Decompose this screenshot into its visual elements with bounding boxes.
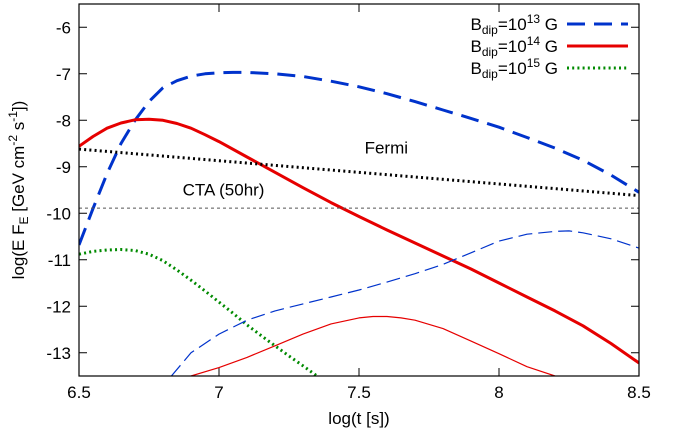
series-line-3 (170, 230, 639, 376)
tick-marks (78, 4, 640, 376)
x-tick-label: 6.5 (67, 383, 91, 402)
y-label-sub: E (17, 217, 31, 225)
y-tick-label: -6 (56, 18, 71, 37)
series-line-5 (79, 147, 639, 198)
annotation-1: CTA (50hr) (183, 181, 265, 200)
legend-sub: dip (482, 23, 498, 37)
y-tick-label: -10 (46, 204, 71, 223)
x-tick-label: 7.5 (347, 383, 371, 402)
y-tick-label: -11 (48, 251, 71, 270)
y-label-sup1: -2 (6, 135, 20, 146)
legend-label-0: Bdip=1013 G (470, 12, 558, 37)
series-layer (79, 70, 639, 376)
legend-sub: dip (482, 45, 498, 59)
annotations: Fermi CTA (50hr) (183, 139, 408, 200)
legend-pre: B (470, 59, 481, 78)
legend-label-2: Bdip=1015 G (470, 56, 558, 81)
legend-sup: 15 (527, 56, 541, 70)
legend-label-1: Bdip=1014 G (470, 34, 558, 59)
legend-sup: 14 (527, 34, 541, 48)
plot-frame (78, 3, 640, 377)
x-axis-label: log(t [s]) (328, 409, 389, 428)
y-tick-label: -8 (56, 111, 71, 130)
legend-post: G (540, 37, 558, 56)
y-label-mid2: s (9, 122, 28, 135)
series-line-4 (190, 315, 556, 376)
y-label-mid1: [GeV cm (9, 146, 28, 217)
y-label-sup2: -1 (6, 111, 20, 122)
legend-pre: B (470, 15, 481, 34)
y-tick-label: -7 (56, 65, 71, 84)
y-tick-label: -9 (56, 158, 71, 177)
legend-post: G (540, 59, 558, 78)
y-axis-label: log(E FE [GeV cm-2 s-1]) (6, 101, 31, 280)
series-line-2 (79, 248, 318, 376)
annotation-0: Fermi (365, 139, 408, 158)
y-label-post: ]) (9, 101, 28, 111)
y-tick-label: -13 (46, 344, 71, 363)
legend-sub: dip (482, 67, 498, 81)
y-label-pre: log(E F (9, 225, 28, 280)
tick-labels: 6.5 7 7.5 8 8.5 -13 -12 -11 -10 -9 -8 -7 -6 (46, 18, 650, 402)
y-tick-label: -12 (46, 297, 71, 316)
series-line-1 (79, 117, 639, 365)
legend-mid: =10 (498, 59, 527, 78)
legend-post: G (540, 15, 558, 34)
legend-pre: B (470, 37, 481, 56)
legend-mid: =10 (498, 15, 527, 34)
legend-sup: 13 (527, 12, 541, 26)
legend-mid: =10 (498, 37, 527, 56)
x-tick-label: 8 (494, 383, 503, 402)
x-tick-label: 8.5 (627, 383, 651, 402)
series-line-0 (79, 70, 639, 246)
x-tick-label: 7 (214, 383, 223, 402)
